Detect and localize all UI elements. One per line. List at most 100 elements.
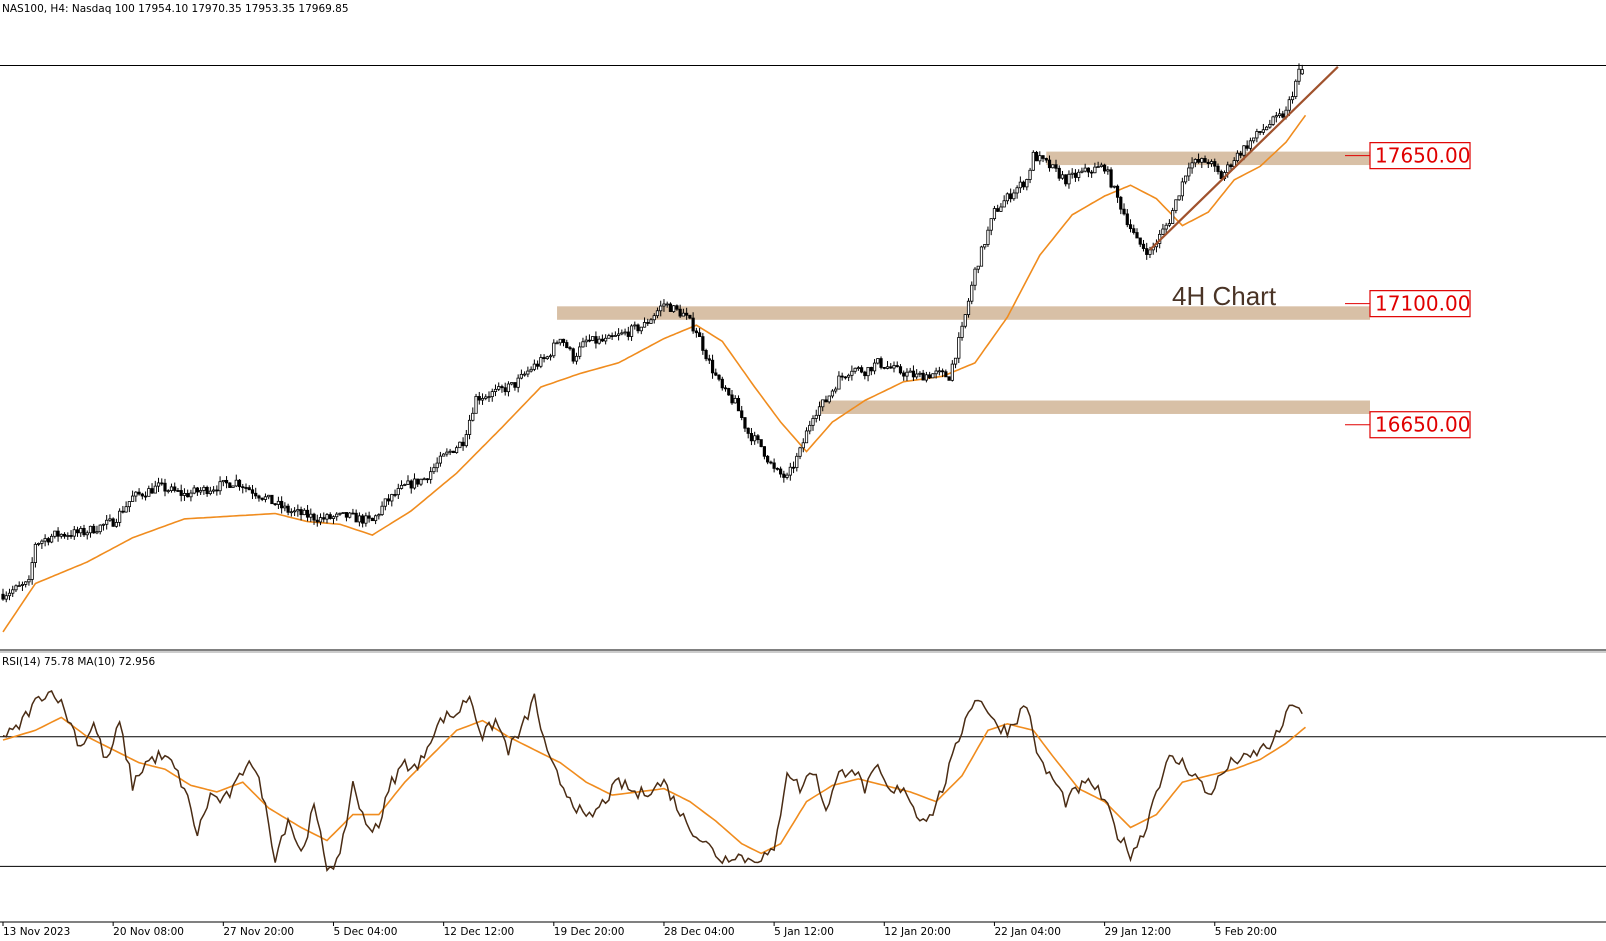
price-zone-16650 [819,400,1370,414]
candle-body [1028,169,1032,180]
candle-body [668,303,673,312]
candle-body [1077,171,1081,178]
candle-body [911,370,916,378]
candle-body [114,521,118,527]
candle-body [1109,169,1113,188]
ascending-trendline [1149,66,1339,251]
candle-body [1064,174,1068,185]
candle-body [843,376,848,379]
candle-body [338,512,342,515]
candle-body [1219,171,1223,180]
candle-body [701,336,705,351]
candle-body [944,371,948,378]
candle-body [98,524,102,533]
x-tick-label: 5 Jan 12:00 [774,926,834,937]
candle-body [1213,161,1217,167]
candle-body [490,391,494,398]
candle-body [1200,158,1204,163]
candle-body [1148,249,1152,255]
candle-body [108,518,112,521]
candle-body [150,488,154,494]
candle-body [458,441,462,449]
candle-body [40,540,44,544]
candle-body [1216,165,1220,172]
candle-body [795,455,799,469]
candle-body [208,490,212,495]
candle-body [302,509,306,516]
candle-body [889,366,893,369]
candle-body [934,370,938,375]
candle-body [166,490,170,493]
candle-body [422,478,426,481]
moving-average-line [2,114,1307,633]
candle-body [228,482,232,488]
candle-body [454,447,459,454]
candle-body [600,338,605,342]
candle-body [477,396,481,401]
candle-body [1044,158,1048,161]
candle-body [296,509,300,512]
candle-body [542,357,546,360]
candle-body [503,387,507,393]
candle-body [830,390,835,397]
candle-body [386,498,391,502]
candle-body [237,479,242,488]
candle-body [681,312,686,317]
candle-body [493,388,498,393]
candle-body [642,322,647,328]
candle-body [733,397,737,404]
candle-body [905,371,909,377]
candle-body [1184,175,1188,183]
candle-body [817,406,822,416]
candle-body [665,303,669,306]
candle-body [270,494,274,505]
candle-body [140,493,144,497]
candle-body [364,515,368,524]
candle-body [419,478,423,485]
candle-body [189,492,193,498]
level-label-17100: 17100.00 [1375,292,1470,316]
candle-body [1103,164,1107,172]
candle-body [1031,151,1035,171]
candle-body [292,510,297,513]
candle-body [361,515,365,524]
candle-body [176,490,180,492]
candle-body [986,229,990,245]
candle-body [652,315,656,321]
candle-body [976,265,980,270]
candle-body [173,486,177,491]
candle-body [688,314,692,319]
candle-body [153,485,157,494]
candle-body [134,491,138,497]
candle-body [325,514,329,520]
candle-body [1009,193,1013,200]
candle-body [506,383,511,393]
candle-body [1252,137,1256,142]
candle-body [1132,228,1136,233]
candle-body [43,538,47,542]
candle-body [1174,199,1178,211]
candle-body [231,485,235,488]
candle-body [280,500,284,509]
candle-body [620,332,624,335]
candle-body [101,523,106,526]
candle-body [1018,181,1022,189]
candle-body [762,446,767,457]
candle-body [646,322,650,324]
candle-body [539,357,543,367]
candle-body [344,512,349,518]
candle-body [399,484,404,489]
candle-body [218,481,222,492]
candle-body [727,388,731,396]
candle-body [811,418,815,426]
candle-body [736,397,741,412]
candle-body [435,462,439,469]
candle-body [1300,69,1304,75]
candle-body [617,333,621,336]
candle-body [373,515,378,522]
candle-body [1125,213,1129,226]
candle-body [56,530,60,537]
candle-body [464,434,468,447]
candle-body [318,517,323,523]
